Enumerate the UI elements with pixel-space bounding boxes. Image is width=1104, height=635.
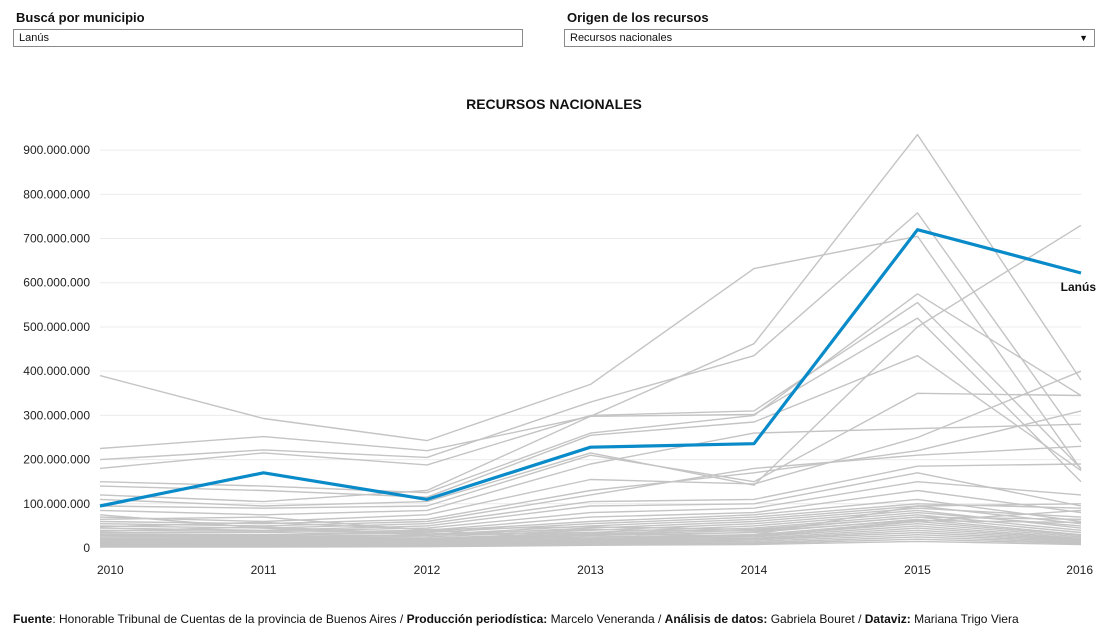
background-series-line — [99, 503, 1082, 537]
y-tick-label: 900.000.000 — [23, 143, 90, 157]
x-tick-label: 2014 — [741, 563, 768, 577]
background-series-line — [99, 355, 1082, 498]
background-series-line — [99, 301, 1082, 470]
origin-select-value: Recursos nacionales — [570, 32, 673, 44]
footer-source-text: : Honorable Tribunal de Cuentas de la pr… — [52, 612, 407, 626]
highlight-series-line — [99, 228, 1082, 508]
footer-source-label: Fuente — [13, 612, 53, 626]
x-tick-label: 2015 — [904, 563, 931, 577]
background-series-line — [100, 518, 1082, 543]
background-series-line — [99, 317, 1082, 503]
chevron-down-icon: ▼ — [1079, 33, 1088, 43]
y-tick-label: 600.000.000 — [23, 276, 90, 290]
y-tick-label: 0 — [83, 541, 90, 555]
origin-label: Origen de los recursos — [567, 10, 709, 25]
origin-select[interactable]: Recursos nacionales ▼ — [564, 29, 1095, 47]
footer-credits: Fuente: Honorable Tribunal de Cuentas de… — [13, 612, 1019, 626]
background-series-line — [99, 133, 1082, 452]
x-tick-label: 2012 — [414, 563, 441, 577]
background-series-line — [99, 481, 1082, 532]
municipality-search-input[interactable]: Lanús — [13, 29, 523, 47]
background-series-line — [99, 410, 1082, 525]
footer-analysis-text: Gabriela Bouret / — [767, 612, 865, 626]
background-series-line — [99, 293, 1082, 494]
background-series-line — [99, 235, 1082, 470]
y-tick-label: 300.000.000 — [23, 408, 90, 422]
highlight-series-label: Lanús — [1061, 280, 1097, 294]
search-label: Buscá por municipio — [16, 10, 145, 25]
search-input-value: Lanús — [19, 32, 49, 44]
y-tick-label: 400.000.000 — [23, 364, 90, 378]
x-tick-label: 2010 — [97, 563, 124, 577]
x-tick-label: 2011 — [251, 563, 277, 577]
y-tick-label: 100.000.000 — [23, 497, 90, 511]
background-series-line — [99, 445, 1082, 527]
background-series-line — [99, 423, 1082, 516]
background-series-line — [99, 516, 1082, 531]
background-series-line — [100, 489, 1082, 534]
chart-title: RECURSOS NACIONALES — [466, 96, 642, 112]
x-tick-label: 2016 — [1066, 563, 1093, 577]
background-series-line — [100, 509, 1082, 539]
background-series-line — [99, 472, 1082, 531]
footer-production-label: Producción periodística: — [406, 612, 548, 626]
footer-dataviz-label: Dataviz: — [864, 612, 911, 626]
background-series-line — [100, 514, 1082, 541]
footer-production-text: Marcelo Veneranda / — [547, 612, 665, 626]
background-series-line — [99, 519, 1082, 535]
background-series-line — [99, 507, 1082, 539]
background-series-line — [99, 370, 1082, 523]
footer-analysis-label: Análisis de datos: — [664, 612, 768, 626]
footer-dataviz-text: Mariana Trigo Viera — [910, 612, 1019, 626]
y-tick-label: 800.000.000 — [23, 187, 90, 201]
background-series-line — [100, 540, 1082, 548]
background-series-line — [99, 503, 1082, 540]
background-series-line — [99, 509, 1082, 538]
y-tick-label: 500.000.000 — [23, 320, 90, 334]
background-series-line — [99, 498, 1082, 536]
y-tick-label: 700.000.000 — [23, 232, 90, 246]
background-series-line — [99, 212, 1082, 461]
background-series-line — [99, 224, 1082, 507]
y-tick-label: 200.000.000 — [23, 453, 90, 467]
line-chart: RECURSOS NACIONALES 0 100.000.000 200.000.0… — [23, 96, 1097, 577]
x-tick-label: 2013 — [577, 563, 604, 577]
background-series-line — [99, 392, 1082, 509]
